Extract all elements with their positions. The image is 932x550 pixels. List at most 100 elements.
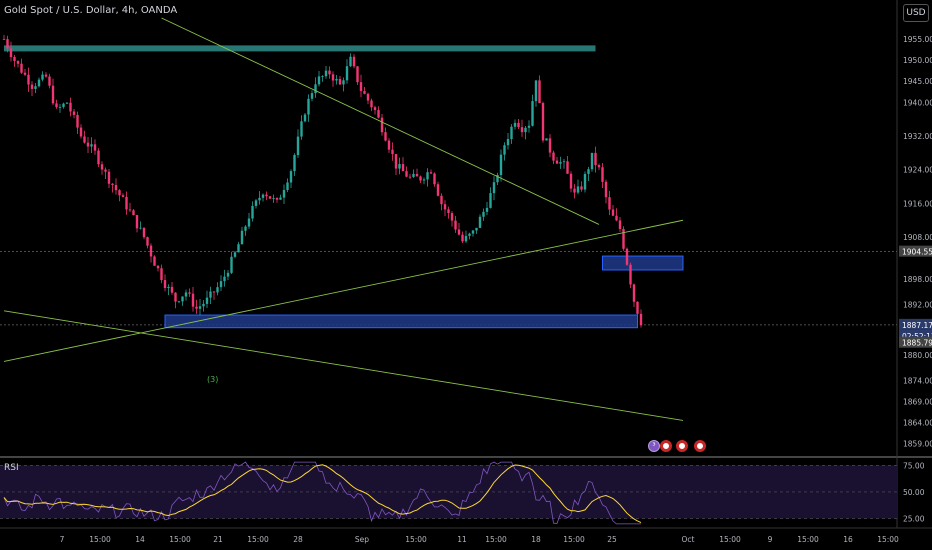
time-tick-label: 9 bbox=[768, 535, 773, 544]
current-price-label-bg bbox=[899, 318, 932, 330]
candle-body bbox=[384, 132, 387, 141]
candle-body bbox=[415, 173, 419, 177]
event-multi-icon[interactable]: ³ bbox=[648, 440, 660, 452]
time-tick-label: 15:00 bbox=[563, 535, 585, 544]
candle-body bbox=[16, 60, 20, 64]
candle-body bbox=[72, 111, 76, 115]
candle-body bbox=[555, 160, 559, 164]
time-tick-label: 11 bbox=[457, 535, 467, 544]
candle-body bbox=[566, 161, 569, 174]
candle-body bbox=[65, 102, 69, 104]
candle-body bbox=[240, 230, 244, 245]
price-tick-label: 1950.000 bbox=[903, 56, 932, 65]
candle-body bbox=[55, 103, 58, 108]
candle-body bbox=[625, 248, 629, 265]
candle-body bbox=[611, 209, 615, 216]
time-tick-label: Oct bbox=[682, 535, 695, 544]
currency-button[interactable]: USD bbox=[903, 4, 929, 22]
candle-body bbox=[639, 313, 643, 326]
price-tick-label: 1864.000 bbox=[903, 419, 932, 428]
candle-body bbox=[216, 287, 219, 293]
candle-body bbox=[223, 276, 226, 282]
demand-zone-lower bbox=[164, 314, 638, 329]
time-tick-label: 7 bbox=[60, 535, 65, 544]
candle-body bbox=[506, 139, 510, 146]
candle-body bbox=[356, 66, 359, 83]
time-tick-label: Sep bbox=[355, 535, 369, 544]
candle-body bbox=[464, 235, 468, 242]
candle-body bbox=[569, 173, 573, 189]
candle-body bbox=[51, 85, 55, 104]
candle-body bbox=[342, 80, 345, 85]
event-flag-icon[interactable] bbox=[694, 440, 706, 452]
time-tick-label: 15:00 bbox=[247, 535, 269, 544]
candle-body bbox=[121, 195, 125, 197]
candle-body bbox=[328, 70, 331, 75]
candle-body bbox=[296, 136, 300, 156]
candle-body bbox=[492, 182, 496, 194]
candle-body bbox=[62, 103, 65, 107]
resistance-zone-top bbox=[4, 45, 596, 52]
candle-body bbox=[380, 117, 384, 133]
countdown-label-bg bbox=[899, 329, 932, 341]
upper-box-price-label: 1904.550 bbox=[902, 248, 932, 257]
time-tick-label: 28 bbox=[293, 535, 303, 544]
candle-body bbox=[139, 227, 142, 229]
candle-body bbox=[345, 66, 349, 81]
candle-body bbox=[520, 127, 524, 133]
candle-body bbox=[377, 110, 380, 118]
candle-body bbox=[461, 234, 464, 242]
candle-body bbox=[174, 292, 177, 302]
candle-body bbox=[230, 256, 233, 273]
candle-body bbox=[604, 181, 608, 198]
candle-body bbox=[233, 252, 237, 257]
candle-body bbox=[349, 56, 352, 67]
candle-body bbox=[41, 74, 44, 80]
lower-price-label-bg bbox=[899, 336, 932, 348]
candle-body bbox=[496, 175, 499, 183]
candle-body bbox=[300, 121, 303, 137]
candle-body bbox=[86, 142, 90, 147]
candle-body bbox=[580, 186, 583, 190]
candle-body bbox=[100, 164, 104, 170]
price-tick-label: 1898.000 bbox=[903, 275, 932, 284]
candle-body bbox=[254, 200, 258, 206]
candle-body bbox=[153, 256, 156, 266]
candle-body bbox=[517, 122, 520, 128]
candle-body bbox=[293, 155, 296, 172]
candle-body bbox=[13, 57, 16, 61]
candle-body bbox=[587, 169, 590, 174]
candle-body bbox=[573, 188, 576, 193]
candle-body bbox=[583, 173, 587, 190]
candle-body bbox=[135, 215, 139, 229]
candle-body bbox=[282, 189, 286, 198]
candle-body bbox=[212, 291, 216, 293]
candle-body bbox=[527, 125, 531, 128]
price-tick-label: 1955.000 bbox=[903, 35, 932, 44]
candle-body bbox=[447, 209, 450, 214]
candle-body bbox=[132, 210, 135, 216]
candle-body bbox=[48, 76, 51, 86]
candle-body bbox=[167, 286, 170, 289]
price-tick-label: 1945.000 bbox=[903, 77, 932, 86]
candle-body bbox=[107, 171, 111, 184]
price-tick-label: 1874.000 bbox=[903, 376, 932, 385]
candle-body bbox=[114, 184, 118, 191]
candle-body bbox=[191, 293, 195, 307]
candle-body bbox=[370, 100, 373, 108]
candle-body bbox=[450, 213, 454, 221]
time-tick-label: 15:00 bbox=[719, 535, 741, 544]
candle-body bbox=[433, 173, 436, 185]
price-tick-label: 1880.000 bbox=[903, 351, 932, 360]
event-flag-icon[interactable] bbox=[660, 440, 672, 452]
price-tick-label: 1892.000 bbox=[903, 301, 932, 310]
candle-body bbox=[513, 122, 517, 127]
event-flag-icon[interactable] bbox=[676, 440, 688, 452]
candle-body bbox=[181, 296, 184, 302]
time-tick-label: 15:00 bbox=[797, 535, 819, 544]
upper-box-price-label-bg bbox=[899, 245, 932, 257]
candle-body bbox=[265, 194, 268, 197]
candle-body bbox=[205, 297, 209, 304]
candle-body bbox=[373, 107, 377, 111]
